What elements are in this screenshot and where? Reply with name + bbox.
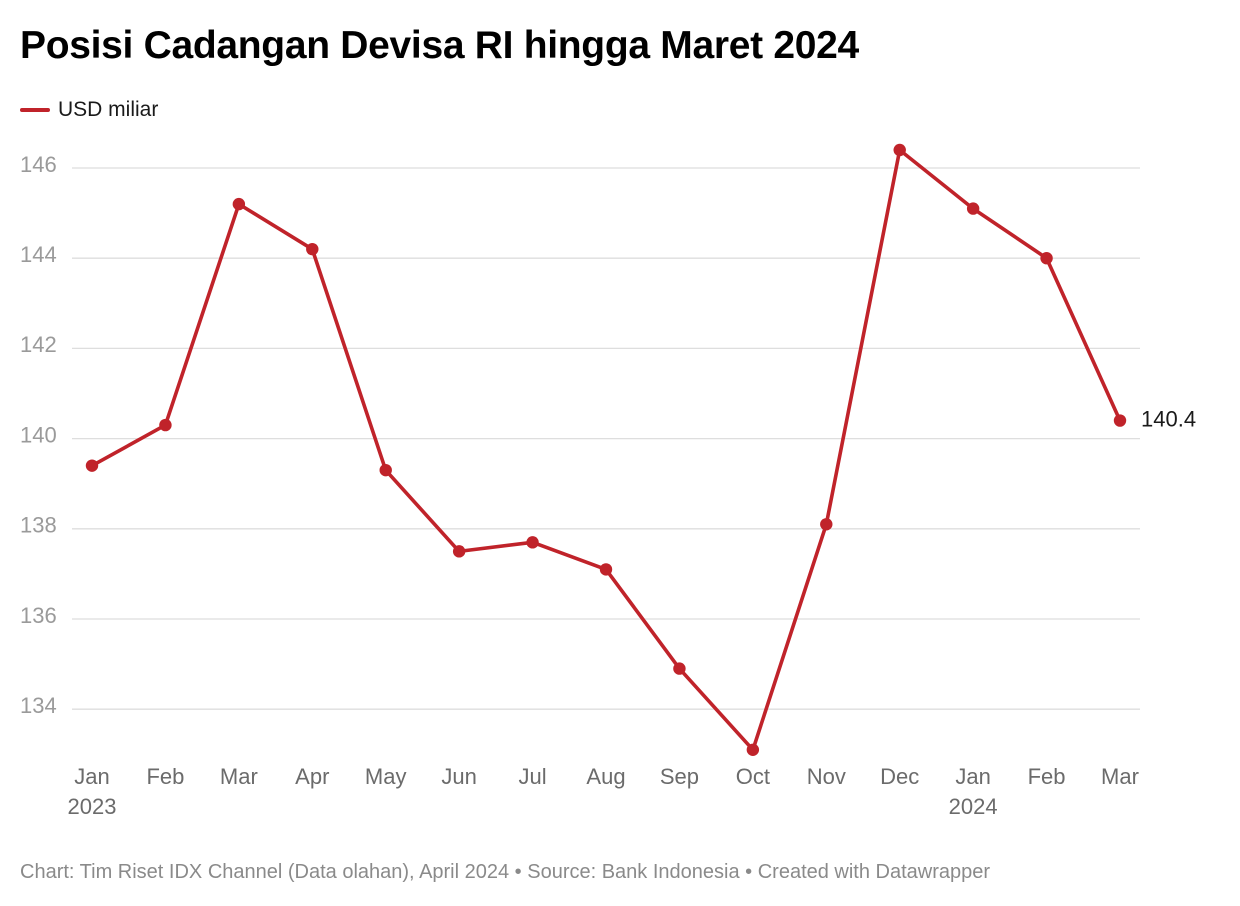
legend: USD miliar <box>20 96 158 124</box>
x-tick-label: May <box>365 764 407 789</box>
x-tick-label: Mar <box>220 764 258 789</box>
end-value-label: 140.4 <box>1141 406 1196 431</box>
x-axis-tick-labels: Jan 2023 Feb Mar Apr May Jun Jul Aug Sep Oct Nov Dec… <box>68 764 1139 819</box>
y-tick-label: 146 <box>20 152 57 177</box>
y-tick-label: 134 <box>20 693 57 718</box>
data-point <box>452 545 466 558</box>
data-point <box>159 418 172 432</box>
y-axis-tick-labels: 134 136 138 140 142 144 146 <box>20 152 57 718</box>
data-point <box>599 563 613 576</box>
data-point <box>85 459 99 472</box>
y-tick-label: 140 <box>20 422 57 447</box>
data-point <box>306 242 319 256</box>
legend-swatch <box>20 108 50 112</box>
x-tick-label: Dec <box>880 764 919 789</box>
y-tick-label: 136 <box>20 603 57 628</box>
x-tick-label: Jun <box>441 764 476 789</box>
x-tick-label: Jul <box>519 764 547 789</box>
line-chart: 134 136 138 140 142 144 146 Jan 2023 Feb Mar Apr Ma… <box>20 143 1196 819</box>
chart-footer: Chart: Tim Riset IDX Channel (Data olaha… <box>20 861 991 883</box>
y-tick-label: 142 <box>20 332 57 357</box>
data-labels: 140.4 <box>1141 406 1196 431</box>
data-point <box>673 662 686 675</box>
x-tick-label: Jan <box>955 764 990 789</box>
y-tick-label: 144 <box>20 242 57 267</box>
data-point <box>379 463 392 477</box>
x-tick-label: Oct <box>736 764 770 789</box>
x-tick-label: Apr <box>295 764 329 789</box>
x-tick-label: Aug <box>586 764 625 789</box>
data-point <box>966 202 980 215</box>
x-tick-label: Mar <box>1101 764 1139 789</box>
x-tick-label: Feb <box>1028 764 1066 789</box>
grid-lines <box>72 167 1140 710</box>
x-tick-year-label: 2024 <box>949 794 998 819</box>
data-point <box>820 518 833 531</box>
legend-label: USD miliar <box>58 98 159 121</box>
x-tick-year-label: 2023 <box>68 794 117 819</box>
data-point <box>1113 414 1127 427</box>
y-tick-label: 138 <box>20 513 57 538</box>
data-point <box>526 536 539 549</box>
data-point <box>746 743 760 756</box>
data-point <box>893 143 906 157</box>
chart-title: Posisi Cadangan Devisa RI hingga Maret 2… <box>20 24 859 67</box>
x-tick-label: Nov <box>807 764 846 789</box>
x-tick-label: Feb <box>146 764 184 789</box>
data-point <box>1040 252 1053 265</box>
x-tick-label: Sep <box>660 764 699 789</box>
series-line <box>90 148 1122 752</box>
x-tick-label: Jan <box>74 764 109 789</box>
data-point <box>232 197 246 211</box>
series-usd-miliar <box>85 143 1127 756</box>
